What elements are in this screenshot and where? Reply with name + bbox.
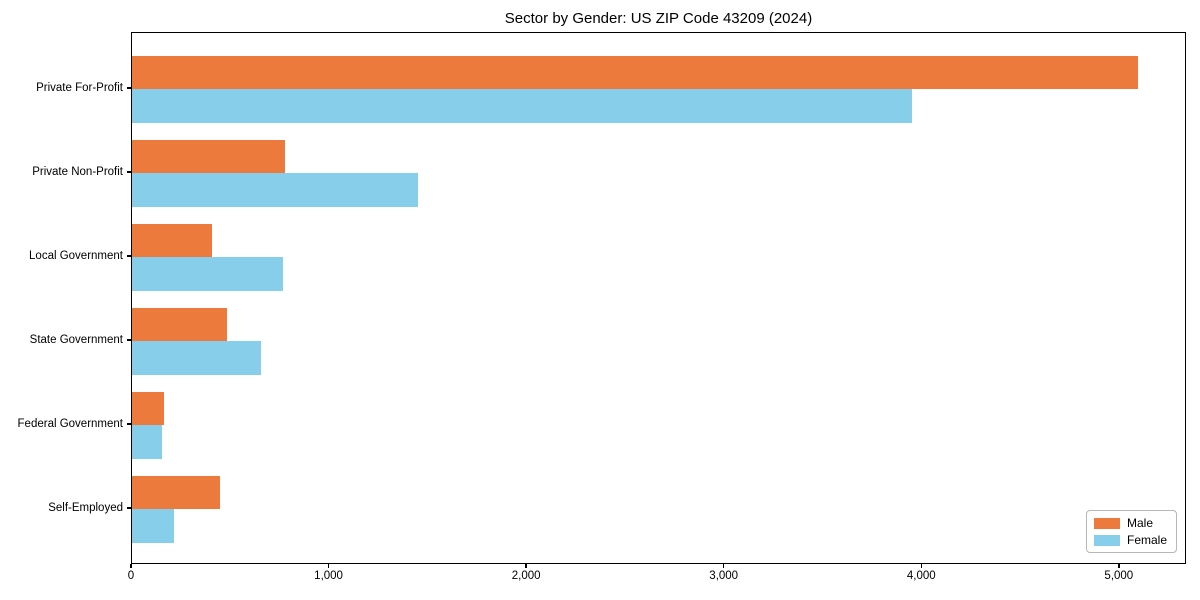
x-tick-label-0: 0 bbox=[127, 570, 135, 582]
bar-male-federal-government bbox=[132, 391, 164, 425]
bar-female-private-for-profit bbox=[132, 89, 913, 123]
y-tick-private-non-profit bbox=[127, 171, 131, 173]
legend-swatch-male bbox=[1093, 517, 1120, 529]
y-tick-local-government bbox=[127, 255, 131, 257]
y-axis-label-state-government: State Government bbox=[29, 334, 123, 346]
x-tick-0 bbox=[130, 564, 132, 568]
bar-female-self-employed bbox=[132, 509, 175, 543]
legend: Male Female bbox=[1085, 510, 1177, 553]
x-tick-label-1000: 1,000 bbox=[314, 570, 343, 582]
y-tick-self-employed bbox=[127, 507, 131, 509]
y-axis-label-local-government: Local Government bbox=[29, 250, 123, 262]
legend-swatch-female bbox=[1093, 534, 1120, 546]
bar-male-private-non-profit bbox=[132, 139, 286, 173]
x-tick-1000 bbox=[327, 564, 330, 568]
y-axis-label-self-employed: Self-Employed bbox=[48, 502, 123, 514]
bar-male-local-government bbox=[132, 223, 212, 257]
y-axis-label-private-for-profit: Private For-Profit bbox=[36, 82, 123, 94]
chart-title: Sector by Gender: US ZIP Code 43209 (202… bbox=[504, 10, 813, 27]
y-tick-state-government bbox=[127, 339, 131, 341]
plot-area: Male Female bbox=[131, 32, 1186, 564]
bar-male-self-employed bbox=[132, 475, 220, 509]
y-tick-federal-government bbox=[127, 423, 131, 425]
x-tick-label-3000: 3,000 bbox=[709, 570, 739, 582]
x-tick-label-2000: 2,000 bbox=[511, 570, 541, 582]
y-axis-label-federal-government: Federal Government bbox=[17, 418, 123, 430]
x-tick-2000 bbox=[525, 564, 527, 568]
bar-female-federal-government bbox=[132, 425, 162, 459]
legend-entry-male: Male bbox=[1093, 516, 1167, 530]
x-tick-3000 bbox=[722, 564, 725, 568]
x-tick-label-4000: 4,000 bbox=[906, 570, 936, 582]
x-tick-label-5000: 5,000 bbox=[1104, 570, 1134, 582]
x-tick-4000 bbox=[920, 564, 922, 568]
bar-female-private-non-profit bbox=[132, 173, 419, 207]
legend-entry-female: Female bbox=[1093, 533, 1167, 547]
bar-female-state-government bbox=[132, 341, 262, 375]
bar-male-private-for-profit bbox=[132, 55, 1138, 89]
legend-label-male: Male bbox=[1126, 516, 1153, 530]
x-tick-5000 bbox=[1118, 564, 1120, 568]
bar-female-local-government bbox=[132, 257, 284, 291]
y-tick-private-for-profit bbox=[127, 87, 131, 89]
y-axis-label-private-non-profit: Private Non-Profit bbox=[32, 166, 123, 178]
bar-male-state-government bbox=[132, 307, 227, 341]
legend-label-female: Female bbox=[1126, 533, 1167, 547]
